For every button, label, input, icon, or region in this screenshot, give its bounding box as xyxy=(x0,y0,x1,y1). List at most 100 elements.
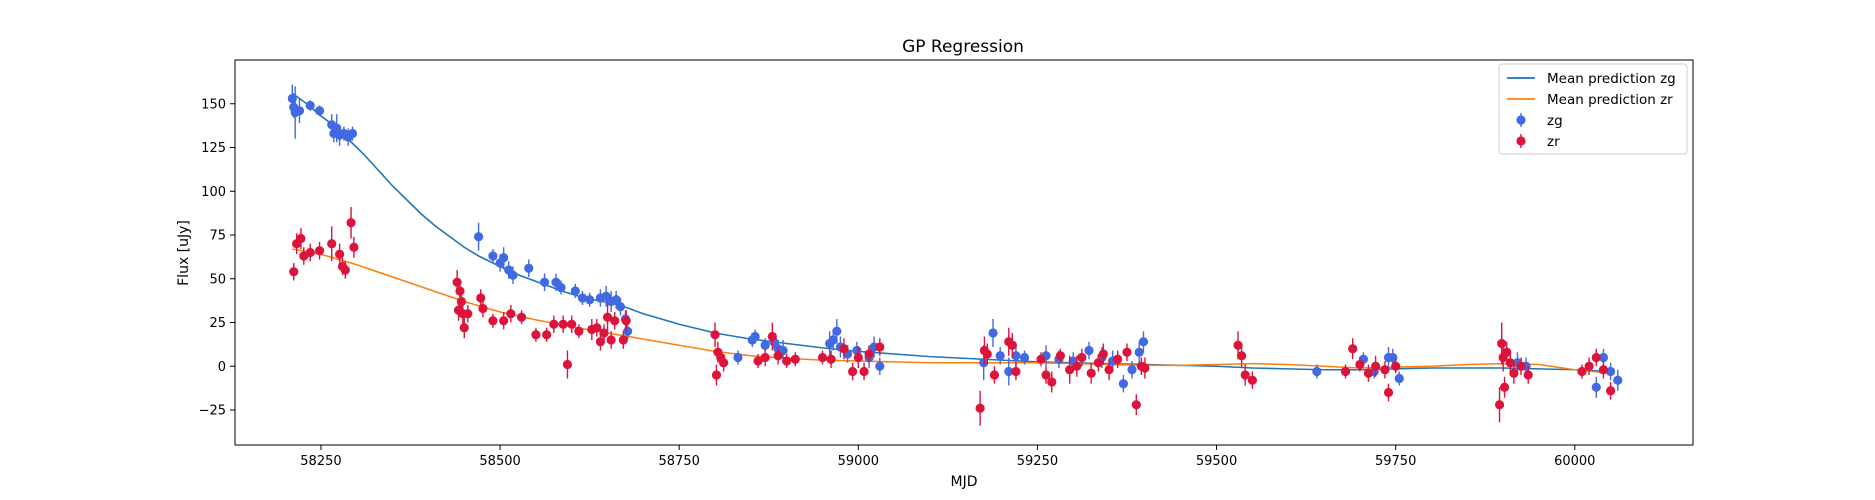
zr-data-point xyxy=(1122,347,1132,357)
zg-data-point xyxy=(1394,373,1404,384)
zr-data-point xyxy=(982,349,992,359)
zr-data-point xyxy=(875,342,885,352)
y-tick-label: 100 xyxy=(201,185,226,200)
zr-data-point xyxy=(463,309,473,319)
zr-data-point xyxy=(456,296,467,307)
zr-data-point xyxy=(1036,354,1046,364)
zr-data-point xyxy=(562,359,573,370)
axes-frame xyxy=(234,59,1694,446)
zr-data-point xyxy=(549,319,559,329)
zg-data-point xyxy=(314,106,325,116)
zr-data-point xyxy=(595,337,605,347)
zr-data-point xyxy=(542,330,552,340)
zg-data-point xyxy=(1019,352,1030,363)
zr-data-point xyxy=(1233,340,1243,350)
zr-data-point xyxy=(1065,365,1075,375)
legend-marker-swatch xyxy=(1516,136,1526,146)
zr-data-point xyxy=(574,326,584,336)
series-zr xyxy=(289,207,1616,426)
zr-data-point xyxy=(599,328,609,338)
zr-data-point xyxy=(327,239,337,249)
legend-marker-swatch xyxy=(1516,115,1526,125)
zr-data-point xyxy=(567,319,577,329)
zr-data-point xyxy=(1606,386,1616,396)
zr-data-point xyxy=(1380,365,1390,375)
zg-data-point xyxy=(499,253,509,263)
zg-data-point xyxy=(1598,352,1609,363)
zr-data-point xyxy=(1494,400,1505,410)
zr-data-point xyxy=(1240,370,1250,380)
mean-prediction-zr-line xyxy=(292,248,1611,375)
zr-data-point xyxy=(602,312,613,322)
zr-data-point xyxy=(1516,361,1526,371)
y-tick-label: 125 xyxy=(201,141,226,156)
zg-data-point xyxy=(1084,345,1094,356)
x-tick-label: 58750 xyxy=(659,454,700,469)
zr-data-point xyxy=(859,366,869,377)
zg-data-point xyxy=(1127,365,1137,375)
zr-data-point xyxy=(1072,361,1082,371)
zr-data-point xyxy=(753,356,763,366)
zg-data-point xyxy=(852,345,862,356)
x-tick-label: 60000 xyxy=(1554,454,1595,469)
zr-data-point xyxy=(1598,365,1609,375)
y-tick-label: 150 xyxy=(201,97,226,112)
zr-data-point xyxy=(592,323,602,333)
legend-item-zg: zg xyxy=(1516,113,1563,129)
zr-data-point xyxy=(839,344,849,354)
zr-data-point xyxy=(349,242,359,252)
zr-data-point xyxy=(1383,387,1394,398)
zr-data-point xyxy=(1523,370,1533,380)
zr-data-point xyxy=(488,316,498,326)
y-axis-label: Flux [uJy] xyxy=(176,220,192,286)
zg-data-point xyxy=(473,232,484,242)
zr-data-point xyxy=(335,249,345,259)
zg-data-point xyxy=(1591,382,1601,392)
zr-data-point xyxy=(790,354,800,364)
zr-data-point xyxy=(1047,377,1057,387)
x-tick-label: 59500 xyxy=(1196,454,1237,469)
y-tick-label: 50 xyxy=(209,272,226,287)
zr-data-point xyxy=(314,246,325,256)
zg-data-point xyxy=(1613,375,1623,385)
legend: Mean prediction zg Mean prediction zr zg zr xyxy=(1498,63,1688,155)
zr-data-point xyxy=(1502,347,1512,357)
zr-data-point xyxy=(621,316,631,326)
zg-data-point xyxy=(539,277,550,287)
zg-data-point xyxy=(615,302,626,312)
zg-data-point xyxy=(488,251,498,261)
zr-data-point xyxy=(1131,400,1141,410)
zr-data-point xyxy=(305,247,315,258)
zr-data-point xyxy=(1509,368,1519,378)
zr-data-point xyxy=(459,323,469,333)
zr-data-point xyxy=(1247,375,1257,385)
legend-label: zg xyxy=(1547,113,1563,129)
chart-title: GP Regression xyxy=(902,37,1024,57)
zg-data-point xyxy=(1134,347,1144,357)
zr-data-point xyxy=(1363,368,1374,378)
zr-data-point xyxy=(847,366,858,377)
zg-data-point xyxy=(570,286,580,296)
series-zg xyxy=(287,84,1623,398)
zr-data-point xyxy=(1371,361,1381,371)
y-tick-label: −25 xyxy=(199,404,226,419)
zr-data-point xyxy=(1584,361,1594,371)
zg-data-point xyxy=(828,335,838,345)
zr-data-point xyxy=(782,356,792,366)
zg-data-point xyxy=(556,282,566,293)
zr-data-point xyxy=(296,233,306,244)
zr-data-point xyxy=(1086,368,1096,378)
zr-data-point xyxy=(346,218,356,228)
legend-label: Mean prediction zr xyxy=(1547,92,1673,108)
legend-box xyxy=(1498,63,1688,155)
zr-data-point xyxy=(1098,349,1108,359)
zg-data-point xyxy=(750,331,760,342)
zr-data-point xyxy=(340,265,350,275)
legend-item-mean-prediction-zg: Mean prediction zg xyxy=(1507,71,1676,87)
zr-data-point xyxy=(773,351,783,361)
zr-data-point xyxy=(1007,340,1017,350)
zg-data-point xyxy=(875,361,885,371)
zg-data-point xyxy=(623,326,633,336)
zg-data-point xyxy=(1312,366,1322,377)
zg-data-point xyxy=(760,340,770,350)
